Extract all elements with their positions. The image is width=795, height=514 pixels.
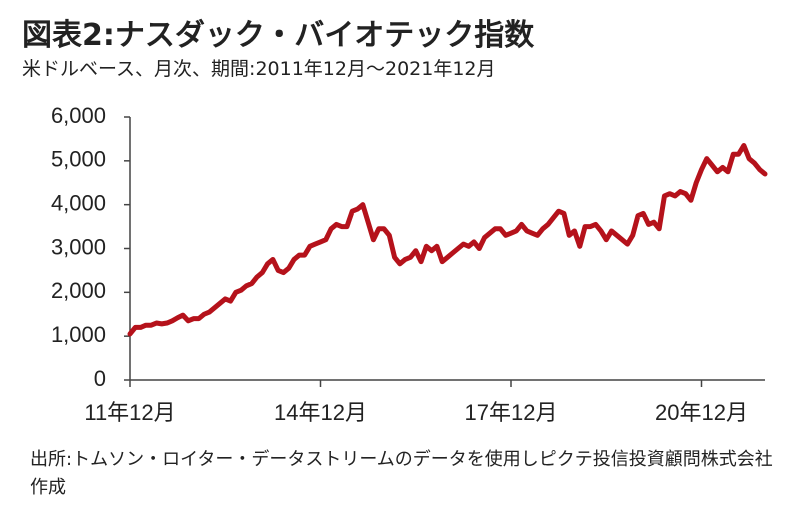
chart-subtitle: 米ドルベース、月次、期間:2011年12月～2021年12月 bbox=[22, 58, 496, 80]
x-tick-label: 14年12月 bbox=[274, 400, 367, 425]
y-tick-label: 1,000 bbox=[51, 322, 106, 347]
y-tick-label: 3,000 bbox=[51, 234, 106, 259]
y-tick-label: 0 bbox=[94, 366, 106, 391]
source-note: 出所:トムソン・ロイター・データストリームのデータを使用しピクテ投信投資顧問株式… bbox=[30, 449, 773, 498]
y-tick-label: 2,000 bbox=[51, 278, 106, 303]
y-tick-label: 6,000 bbox=[51, 103, 106, 128]
chart-title: 図表2:ナスダック・バイオテック指数 bbox=[22, 18, 535, 53]
y-tick-label: 4,000 bbox=[51, 190, 106, 215]
x-tick-label: 11年12月 bbox=[84, 400, 175, 425]
x-tick-label: 20年12月 bbox=[655, 400, 748, 425]
chart: 0 1,000 2,000 3,000 4,000 5,000 6,000 11年12月 14年… bbox=[51, 103, 768, 425]
y-tick-label: 5,000 bbox=[51, 147, 106, 172]
data-line bbox=[127, 142, 768, 337]
x-tick-label: 17年12月 bbox=[465, 400, 558, 425]
